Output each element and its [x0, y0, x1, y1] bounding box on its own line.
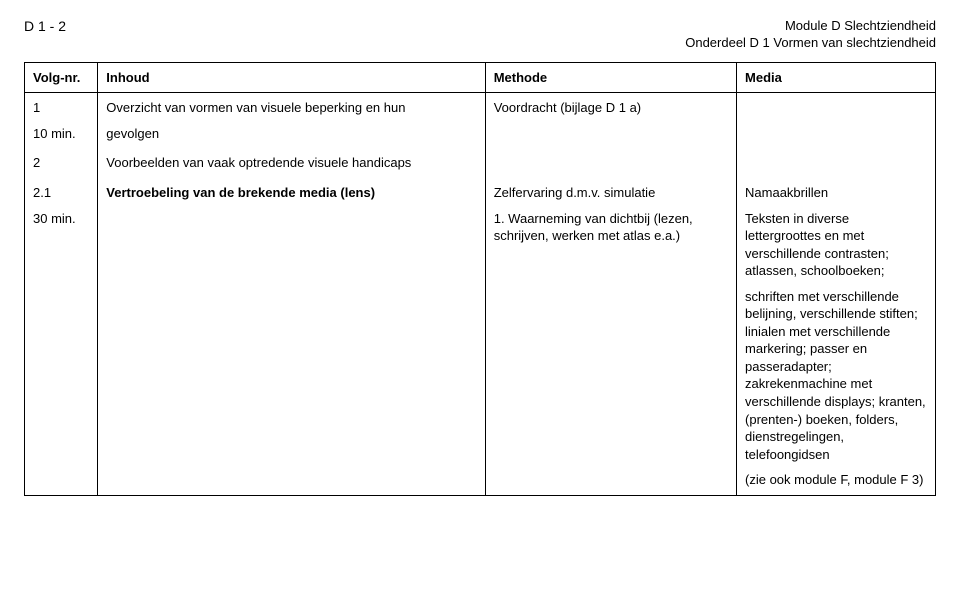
- module-title-line1: Module D Slechtziendheid: [685, 18, 936, 35]
- methode-text: Zelfervaring d.m.v. simulatie: [494, 184, 728, 202]
- col-header-methode: Methode: [485, 62, 736, 93]
- table-row: 2.1 30 min. Vertroebeling van de brekend…: [25, 178, 936, 495]
- cell-methode: [485, 148, 736, 178]
- table-header-row: Volg-nr. Inhoud Methode Media: [25, 62, 936, 93]
- volg-number: 2.1: [33, 184, 89, 202]
- module-title-line2: Onderdeel D 1 Vormen van slechtziendheid: [685, 35, 936, 52]
- table-row: 1 10 min. Overzicht van vormen van visue…: [25, 93, 936, 149]
- methode-text: 1. Waarneming van dichtbij (lezen, schri…: [494, 210, 728, 245]
- inhoud-text: Voorbeelden van vaak optredende visuele …: [106, 154, 476, 172]
- cell-inhoud: Voorbeelden van vaak optredende visuele …: [98, 148, 485, 178]
- module-title-block: Module D Slechtziendheid Onderdeel D 1 V…: [685, 18, 936, 52]
- volg-duration: 10 min.: [33, 125, 89, 143]
- col-header-media: Media: [737, 62, 936, 93]
- inhoud-text: Overzicht van vormen van visuele beperki…: [106, 99, 476, 117]
- page-code: D 1 - 2: [24, 18, 66, 34]
- curriculum-table: Volg-nr. Inhoud Methode Media 1 10 min. …: [24, 62, 936, 496]
- methode-text: Voordracht (bijlage D 1 a): [494, 99, 728, 117]
- cell-volg: 2.1 30 min.: [25, 178, 98, 495]
- inhoud-text: Vertroebeling van de brekende media (len…: [106, 185, 375, 200]
- col-header-volg: Volg-nr.: [25, 62, 98, 93]
- cell-inhoud: Overzicht van vormen van visuele beperki…: [98, 93, 485, 149]
- cell-volg: 2: [25, 148, 98, 178]
- media-text: Teksten in diverse lettergroottes en met…: [745, 210, 927, 280]
- table-row: 2 Voorbeelden van vaak optredende visuel…: [25, 148, 936, 178]
- cell-methode: Voordracht (bijlage D 1 a): [485, 93, 736, 149]
- inhoud-text: gevolgen: [106, 125, 476, 143]
- cell-media: [737, 148, 936, 178]
- media-text: Namaakbrillen: [745, 184, 927, 202]
- cell-media: [737, 93, 936, 149]
- volg-number: 1: [33, 99, 89, 117]
- cell-volg: 1 10 min.: [25, 93, 98, 149]
- cell-methode: Zelfervaring d.m.v. simulatie 1. Waarnem…: [485, 178, 736, 495]
- page-header: D 1 - 2 Module D Slechtziendheid Onderde…: [24, 18, 936, 52]
- media-text: schriften met verschillende belijning, v…: [745, 288, 927, 463]
- cell-inhoud: Vertroebeling van de brekende media (len…: [98, 178, 485, 495]
- cell-media: Namaakbrillen Teksten in diverse letterg…: [737, 178, 936, 495]
- col-header-inhoud: Inhoud: [98, 62, 485, 93]
- media-text: (zie ook module F, module F 3): [745, 471, 927, 489]
- volg-duration: 30 min.: [33, 210, 89, 228]
- volg-number: 2: [33, 154, 89, 172]
